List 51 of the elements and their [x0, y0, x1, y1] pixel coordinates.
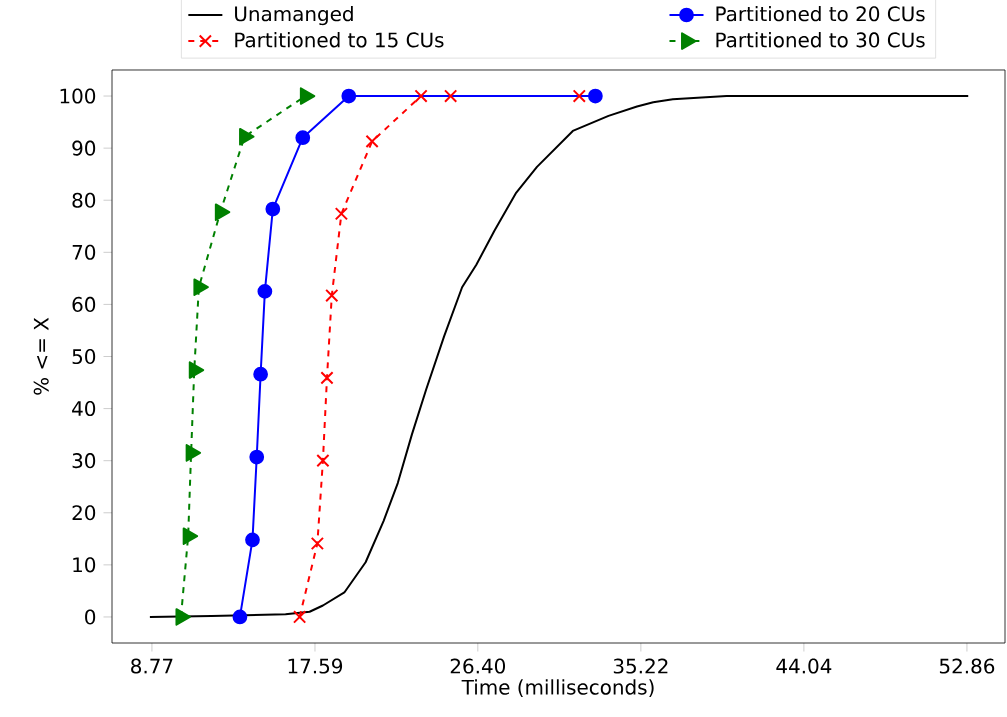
point — [299, 87, 316, 105]
y-tick-label: 0 — [85, 609, 96, 625]
point — [265, 201, 281, 217]
y-tick-label: 10 — [73, 557, 96, 573]
point — [188, 361, 205, 379]
legend-label: Unamanged — [235, 5, 353, 26]
point — [316, 454, 330, 468]
y-tick-label: 60 — [72, 296, 96, 312]
x-tick-label: 17.59 — [288, 658, 343, 674]
x-tick-label: 44.04 — [776, 658, 832, 674]
point — [320, 371, 334, 385]
y-axis-title: % <= X — [33, 317, 49, 395]
point — [292, 610, 307, 624]
y-tick-label: 90 — [72, 140, 96, 156]
point — [295, 130, 311, 146]
point — [325, 288, 339, 303]
point — [444, 89, 458, 103]
point — [185, 444, 202, 462]
y-tick-label: 30 — [72, 453, 96, 469]
y-tick-label: 50 — [72, 348, 96, 365]
x-axis-title: Time (milliseconds) — [461, 679, 654, 698]
point — [341, 88, 357, 104]
x-tick-label: 26.40 — [450, 658, 506, 674]
point — [310, 536, 325, 551]
point — [232, 609, 248, 625]
x-tick-label: 52.86 — [939, 658, 995, 674]
point — [214, 203, 231, 221]
point — [175, 608, 191, 626]
point — [193, 278, 209, 296]
point — [414, 89, 428, 103]
y-tick-label: 80 — [72, 192, 96, 208]
y-tick-label: 70 — [72, 244, 96, 260]
point — [245, 532, 260, 548]
point — [588, 88, 603, 104]
legend-label: Partitioned to 30 CUs — [716, 32, 925, 48]
x-tick-label: 35.22 — [613, 658, 668, 674]
legend-label: Partitioned to 20 CUs — [716, 5, 925, 22]
point — [334, 207, 349, 221]
point — [249, 449, 265, 465]
line-series — [148, 95, 970, 618]
legend-label: Partitioned to 15 CUs — [235, 32, 444, 48]
y-tick-label: 40 — [72, 401, 96, 417]
point — [257, 284, 273, 299]
point — [182, 527, 199, 545]
point — [253, 366, 268, 382]
y-tick-label: 100 — [60, 88, 96, 104]
point — [572, 89, 586, 103]
point — [239, 127, 255, 146]
y-tick-label: 20 — [72, 505, 96, 521]
point — [365, 134, 379, 148]
x-tick-label: 8.77 — [131, 658, 173, 674]
